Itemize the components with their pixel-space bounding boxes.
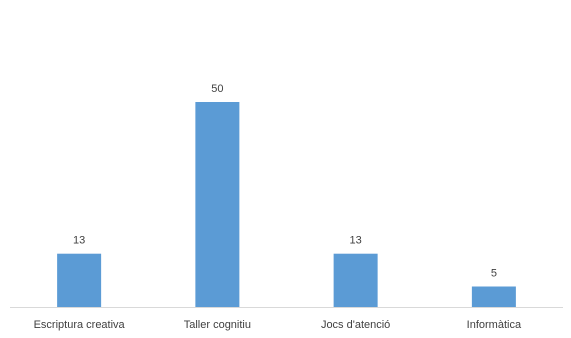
category-labels-group: Escriptura creativa Taller cognitiu Jocs d… <box>34 319 522 331</box>
data-label-3: 5 <box>491 268 497 280</box>
bars-group <box>57 102 516 307</box>
value-labels-group: 13 50 13 5 <box>73 83 497 280</box>
data-label-1: 50 <box>211 83 223 95</box>
data-label-0: 13 <box>73 235 85 247</box>
category-label-3: Informàtica <box>467 319 522 331</box>
bar-3 <box>471 286 516 307</box>
data-label-2: 13 <box>350 235 362 247</box>
bar-1 <box>195 102 240 307</box>
category-label-1: Taller cognitiu <box>184 319 251 331</box>
bar-0 <box>57 253 102 307</box>
bar-2 <box>333 253 378 307</box>
category-label-2: Jocs d'atenció <box>321 319 390 331</box>
category-label-0: Escriptura creativa <box>34 319 126 331</box>
